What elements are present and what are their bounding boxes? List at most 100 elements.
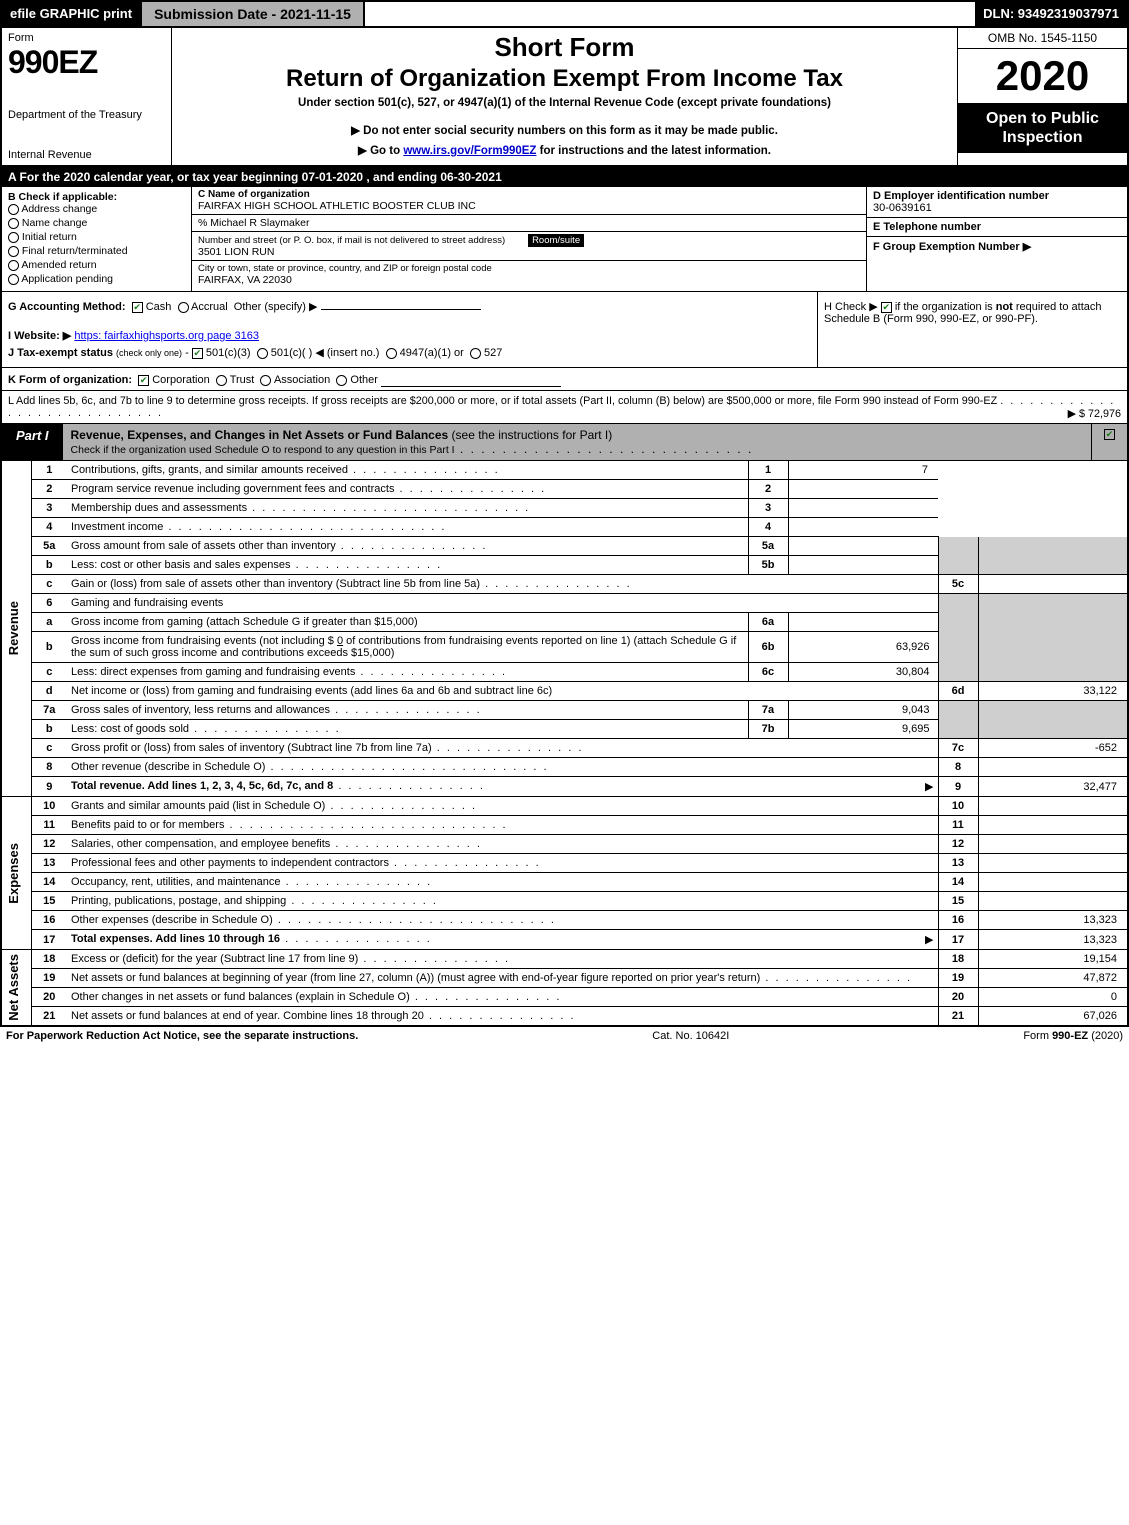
chk-corp[interactable] [138, 375, 149, 386]
line-2: 2Program service revenue including gover… [1, 480, 1128, 499]
col-c-org-info: C Name of organization FAIRFAX HIGH SCHO… [192, 187, 867, 291]
city-value: FAIRFAX, VA 22030 [198, 274, 860, 286]
street-cell: Number and street (or P. O. box, if mail… [192, 232, 866, 261]
d-label: D Employer identification number [873, 190, 1121, 202]
line-17: 17Total expenses. Add lines 10 through 1… [1, 930, 1128, 950]
chk-trust[interactable] [216, 375, 227, 386]
form-word: Form [8, 32, 165, 44]
room-label: Room/suite [528, 234, 584, 247]
website-link[interactable]: https: fairfaxhighsports.org page 3163 [74, 330, 259, 342]
h-schedule-b: H Check ▶ if the organization is not req… [817, 292, 1127, 367]
col-b-title: B Check if applicable: [8, 191, 185, 203]
chk-address-change[interactable]: Address change [8, 203, 185, 215]
line-18: Net Assets 18Excess or (deficit) for the… [1, 950, 1128, 969]
h-text2: if the organization is [895, 301, 996, 313]
l-text: L Add lines 5b, 6c, and 7b to line 9 to … [8, 395, 997, 407]
line-7a: 7aGross sales of inventory, less returns… [1, 701, 1128, 720]
under-section: Under section 501(c), 527, or 4947(a)(1)… [182, 97, 947, 109]
chk-527[interactable] [470, 348, 481, 359]
header-right: OMB No. 1545-1150 2020 Open to Public In… [957, 28, 1127, 165]
chk-501c3[interactable] [192, 348, 203, 359]
col-b-checkboxes: B Check if applicable: Address change Na… [2, 187, 192, 291]
footer: For Paperwork Reduction Act Notice, see … [0, 1026, 1129, 1045]
topbar: efile GRAPHIC print Submission Date - 20… [0, 0, 1129, 28]
other-input[interactable] [381, 371, 561, 387]
goto-link[interactable]: www.irs.gov/Form990EZ [403, 145, 536, 157]
part1-title: Revenue, Expenses, and Changes in Net As… [63, 424, 1091, 460]
line-5a: 5aGross amount from sale of assets other… [1, 537, 1128, 556]
chk-scheduleb[interactable] [881, 302, 892, 313]
e-label: E Telephone number [873, 221, 1121, 233]
line-3: 3Membership dues and assessments3 [1, 499, 1128, 518]
line-6d: dNet income or (loss) from gaming and fu… [1, 682, 1128, 701]
line-7c: cGross profit or (loss) from sales of in… [1, 739, 1128, 758]
section-bcdef: B Check if applicable: Address change Na… [0, 187, 1129, 292]
line-10: Expenses 10Grants and similar amounts pa… [1, 797, 1128, 816]
c-label: C Name of organization [198, 189, 860, 200]
f-group-cell: F Group Exemption Number ▶ [867, 237, 1127, 291]
k-label: K Form of organization: [8, 374, 132, 386]
line-16: 16Other expenses (describe in Schedule O… [1, 911, 1128, 930]
line-13: 13Professional fees and other payments t… [1, 854, 1128, 873]
form-header: Form 990EZ Department of the Treasury In… [0, 28, 1129, 167]
chk-501c[interactable] [257, 348, 268, 359]
part1-checkcell [1091, 424, 1127, 460]
line-12: 12Salaries, other compensation, and empl… [1, 835, 1128, 854]
tax-year: 2020 [958, 49, 1127, 103]
goto-post: for instructions and the latest informat… [536, 145, 771, 157]
line-1: Revenue 1Contributions, gifts, grants, a… [1, 461, 1128, 480]
line-14: 14Occupancy, rent, utilities, and mainte… [1, 873, 1128, 892]
form-number: 990EZ [8, 44, 165, 81]
line-9: 9Total revenue. Add lines 1, 2, 3, 4, 5c… [1, 777, 1128, 797]
header-left: Form 990EZ Department of the Treasury In… [2, 28, 172, 165]
chk-4947[interactable] [386, 348, 397, 359]
part1-tag: Part I [2, 424, 63, 460]
ssn-warning: ▶ Do not enter social security numbers o… [182, 123, 947, 137]
row-k: K Form of organization: Corporation Trus… [0, 368, 1129, 391]
chk-name-change[interactable]: Name change [8, 217, 185, 229]
lines-table: Revenue 1Contributions, gifts, grants, a… [0, 461, 1129, 1026]
row-l: L Add lines 5b, 6c, and 7b to line 9 to … [0, 391, 1129, 424]
city-cell: City or town, state or province, country… [192, 261, 866, 288]
topbar-spacer [365, 2, 975, 26]
dln: DLN: 93492319037971 [975, 2, 1127, 26]
line-8: 8Other revenue (describe in Schedule O)8 [1, 758, 1128, 777]
line-19: 19Net assets or fund balances at beginni… [1, 969, 1128, 988]
expenses-side: Expenses [1, 797, 31, 950]
form-ref: Form 990-EZ (2020) [1023, 1030, 1123, 1042]
dept-treasury: Department of the Treasury [8, 109, 165, 121]
chk-other[interactable] [336, 375, 347, 386]
f-label: F Group Exemption Number ▶ [873, 240, 1121, 253]
submission-date: Submission Date - 2021-11-15 [140, 2, 365, 26]
d-ein-cell: D Employer identification number 30-0639… [867, 187, 1127, 218]
section-gh: G Accounting Method: Cash Accrual Other … [0, 292, 1129, 368]
line-21: 21Net assets or fund balances at end of … [1, 1007, 1128, 1026]
h-not: not [996, 301, 1013, 313]
chk-amended-return[interactable]: Amended return [8, 259, 185, 271]
line-4: 4Investment income4 [1, 518, 1128, 537]
org-name-cell: C Name of organization FAIRFAX HIGH SCHO… [192, 187, 866, 215]
j-label: J Tax-exempt status [8, 347, 113, 359]
chk-application-pending[interactable]: Application pending [8, 273, 185, 285]
chk-final-return[interactable]: Final return/terminated [8, 245, 185, 257]
chk-assoc[interactable] [260, 375, 271, 386]
goto-line: ▶ Go to www.irs.gov/Form990EZ for instru… [182, 143, 947, 157]
chk-cash[interactable] [132, 302, 143, 313]
part1-header: Part I Revenue, Expenses, and Changes in… [0, 424, 1129, 461]
h-text1: H Check ▶ [824, 301, 878, 313]
chk-scheduleo[interactable] [1104, 429, 1115, 440]
efile-button[interactable]: efile GRAPHIC print [2, 2, 140, 26]
g-accounting: G Accounting Method: Cash Accrual Other … [8, 300, 811, 313]
dept-irs: Internal Revenue [8, 149, 165, 161]
chk-accrual[interactable] [178, 302, 189, 313]
short-form-title: Short Form [182, 32, 947, 63]
goto-pre: ▶ Go to [358, 145, 403, 157]
line-6: 6Gaming and fundraising events [1, 594, 1128, 613]
line-20: 20Other changes in net assets or fund ba… [1, 988, 1128, 1007]
gh-left: G Accounting Method: Cash Accrual Other … [2, 292, 817, 367]
g-label: G Accounting Method: [8, 301, 126, 313]
street-label: Number and street (or P. O. box, if mail… [198, 235, 505, 246]
l-amount: ▶ $ 72,976 [1068, 407, 1121, 420]
chk-initial-return[interactable]: Initial return [8, 231, 185, 243]
line-11: 11Benefits paid to or for members11 [1, 816, 1128, 835]
